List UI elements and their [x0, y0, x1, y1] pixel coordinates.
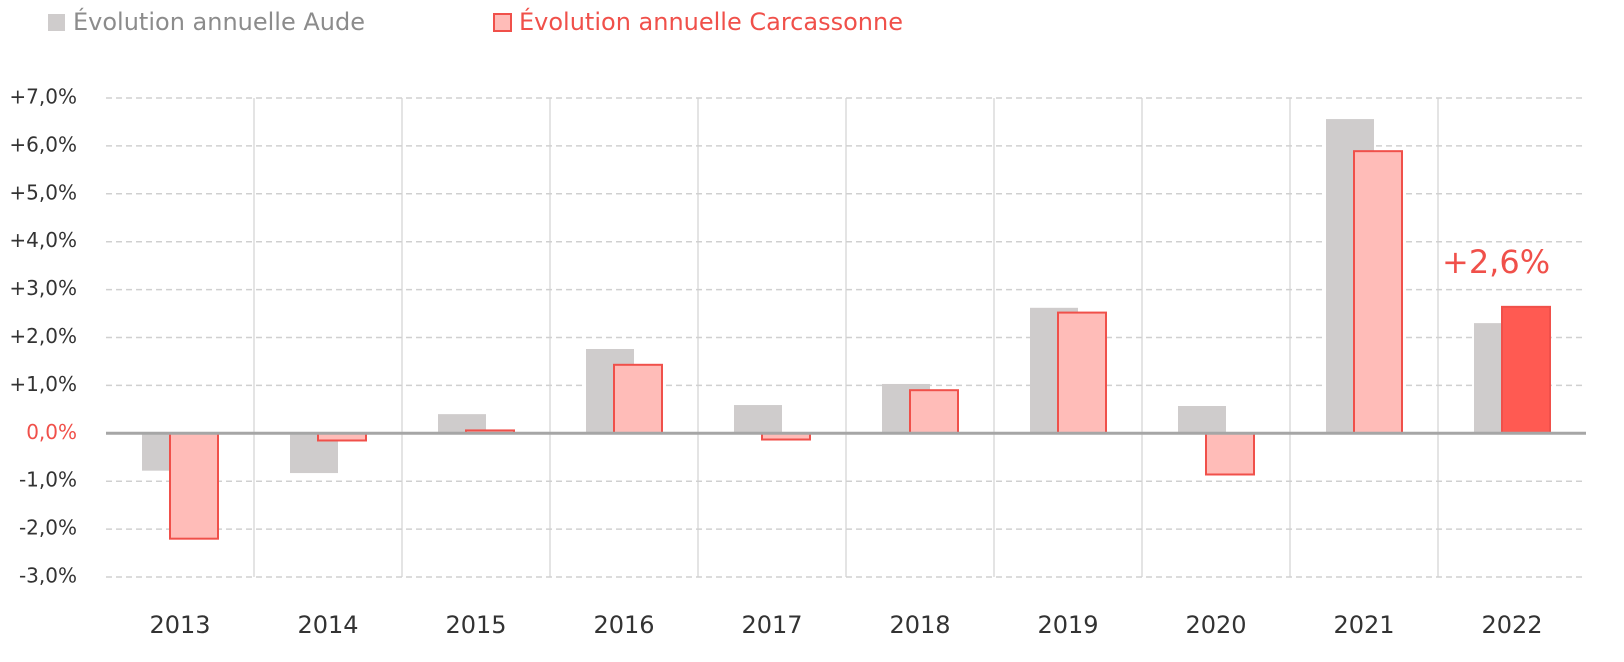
- y-tick-label: +1,0%: [9, 372, 77, 396]
- y-tick-label: +4,0%: [9, 228, 77, 252]
- x-tick-label: 2022: [1481, 611, 1542, 639]
- bar: [1178, 405, 1226, 434]
- y-tick-label: -2,0%: [19, 516, 77, 540]
- bar: [1353, 150, 1403, 435]
- legend-label: Évolution annuelle Aude: [73, 7, 365, 36]
- x-tick-label: 2020: [1185, 611, 1246, 639]
- y-tick-label: +5,0%: [9, 180, 77, 204]
- bar: [1501, 305, 1551, 435]
- x-tick-label: 2021: [1333, 611, 1394, 639]
- bar: [169, 432, 219, 540]
- legend-swatch: [493, 13, 512, 32]
- x-tick-label: 2019: [1037, 611, 1098, 639]
- y-tick-label: -3,0%: [19, 564, 77, 588]
- x-tick-label: 2014: [297, 611, 358, 639]
- bar: [438, 414, 486, 434]
- y-tick-label: +6,0%: [9, 132, 77, 156]
- data-label: +2,6%: [1442, 243, 1550, 281]
- x-tick-label: 2016: [593, 611, 654, 639]
- x-tick-label: 2018: [889, 611, 950, 639]
- y-tick-label: -1,0%: [19, 468, 77, 492]
- y-tick-label: +7,0%: [9, 85, 77, 109]
- y-tick-label: +2,0%: [9, 324, 77, 348]
- legend-swatch: [48, 14, 65, 31]
- bar: [909, 389, 959, 435]
- bar: [734, 405, 782, 434]
- y-tick-label: 0,0%: [26, 420, 77, 444]
- y-tick-label: +3,0%: [9, 276, 77, 300]
- legend-label: Évolution annuelle Carcassonne: [519, 7, 903, 36]
- x-tick-label: 2013: [149, 611, 210, 639]
- bar: [613, 363, 663, 435]
- bar: [1057, 311, 1107, 435]
- x-tick-label: 2017: [741, 611, 802, 639]
- x-tick-label: 2015: [445, 611, 506, 639]
- bar: [1205, 432, 1255, 476]
